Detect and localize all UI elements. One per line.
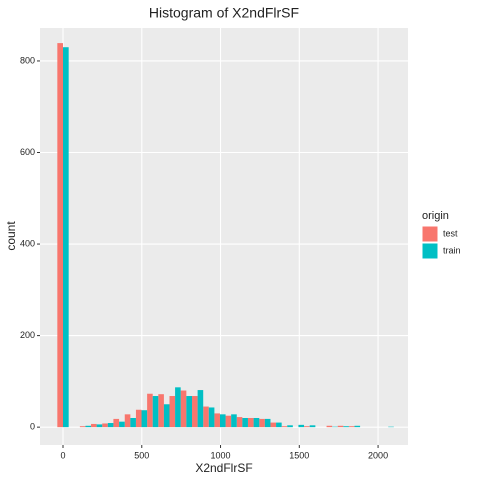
bar [259,418,265,428]
bar [354,425,361,428]
x-tick-label: 2000 [368,450,388,460]
bar [270,422,277,428]
bar [298,424,305,428]
x-tick-label: 0 [60,450,65,460]
y-tick-label: 0 [30,422,35,432]
x-tick-label: 1500 [289,450,309,460]
bar [337,425,344,428]
bar [79,426,86,428]
bar [225,415,232,428]
bar [343,426,349,428]
bar [203,406,209,428]
legend-label: train [443,245,461,255]
bar [107,423,114,428]
bar [57,43,63,428]
bar [102,423,108,428]
bar [192,396,198,428]
bar [247,417,254,428]
bar [113,418,120,428]
y-tick-label: 600 [20,147,35,157]
bar [169,396,176,428]
bar [130,417,136,428]
y-tick-label: 200 [20,330,35,340]
bar [264,418,271,428]
bar [242,417,248,428]
y-tick-label: 800 [20,55,35,65]
bar [163,404,170,428]
bar [219,414,226,428]
bar [147,393,153,428]
bar [124,414,131,428]
bar [186,396,193,428]
bar [158,394,164,428]
bar [85,425,92,428]
bar [91,423,97,428]
bar [236,417,243,428]
bar [281,426,288,428]
x-tick-label: 500 [134,450,149,460]
bar [119,421,125,428]
y-axis-label: count [4,221,18,251]
chart-title: Histogram of X2ndFlrSF [149,5,299,21]
legend-swatch [421,242,439,260]
bar [276,422,282,428]
bar [326,425,333,428]
bar [197,390,204,428]
bar [175,387,181,428]
bar [135,409,142,428]
bar [180,390,187,428]
bar [152,396,159,428]
legend-swatch [421,225,439,243]
bar [141,410,148,428]
legend-label: test [443,228,458,238]
bar [208,407,215,428]
bar [63,47,69,428]
bar [287,425,293,428]
legend-title: origin [422,210,449,222]
bar [304,426,310,428]
bar [214,413,220,428]
bar [348,426,355,428]
y-tick-label: 400 [20,238,35,248]
bar [253,417,260,428]
panel [40,28,408,445]
x-axis-label: X2ndFlrSF [195,461,252,475]
bar [96,424,103,428]
x-tick-label: 1000 [211,450,231,460]
bar [231,414,237,428]
bar [309,425,316,428]
